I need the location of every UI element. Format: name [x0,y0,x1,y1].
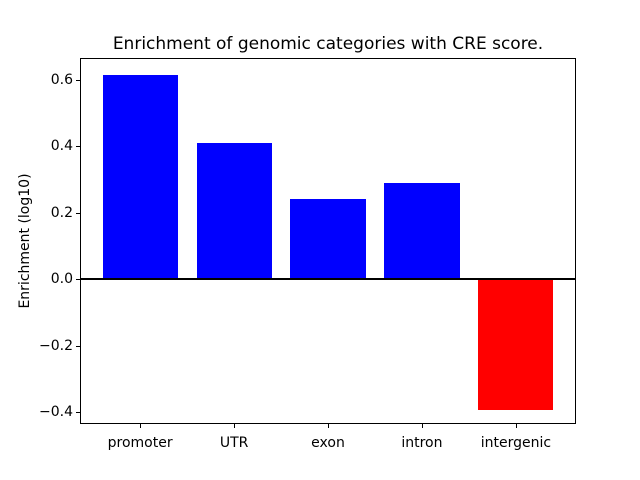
bar-intron [384,182,460,280]
y-tick-label: −0.4 [39,404,73,421]
x-tick [328,424,329,428]
chart-title: Enrichment of genomic categories with CR… [112,34,544,54]
plot-area [80,58,576,424]
y-tick-label: 0.6 [50,71,73,88]
y-tick-label: 0.4 [50,138,73,154]
zero-baseline [80,278,576,281]
y-tick-label: 0.0 [50,271,73,288]
x-tick-label-promoter: promoter [107,435,173,451]
y-tick [76,412,80,414]
bar-UTR [196,142,272,280]
bar-intergenic [478,279,554,411]
y-tick [76,345,80,347]
x-tick-label-intergenic: intergenic [480,435,552,451]
y-tick [76,212,80,214]
x-tick [421,424,423,428]
x-tick [515,424,517,428]
y-tick-label: 0.2 [50,204,73,221]
x-tick-label-exon: exon [311,435,345,451]
y-axis-label: Enrichment (log10) [17,173,33,309]
y-tick [76,79,80,81]
bar-promoter [102,74,178,280]
y-tick-label: −0.2 [39,337,73,354]
bar-exon [290,199,366,280]
x-tick-label-intron: intron [401,435,443,451]
y-tick [76,279,80,281]
y-tick [76,146,80,147]
x-tick [234,424,236,428]
x-tick [140,424,142,428]
x-tick-label-UTR: UTR [219,435,249,451]
